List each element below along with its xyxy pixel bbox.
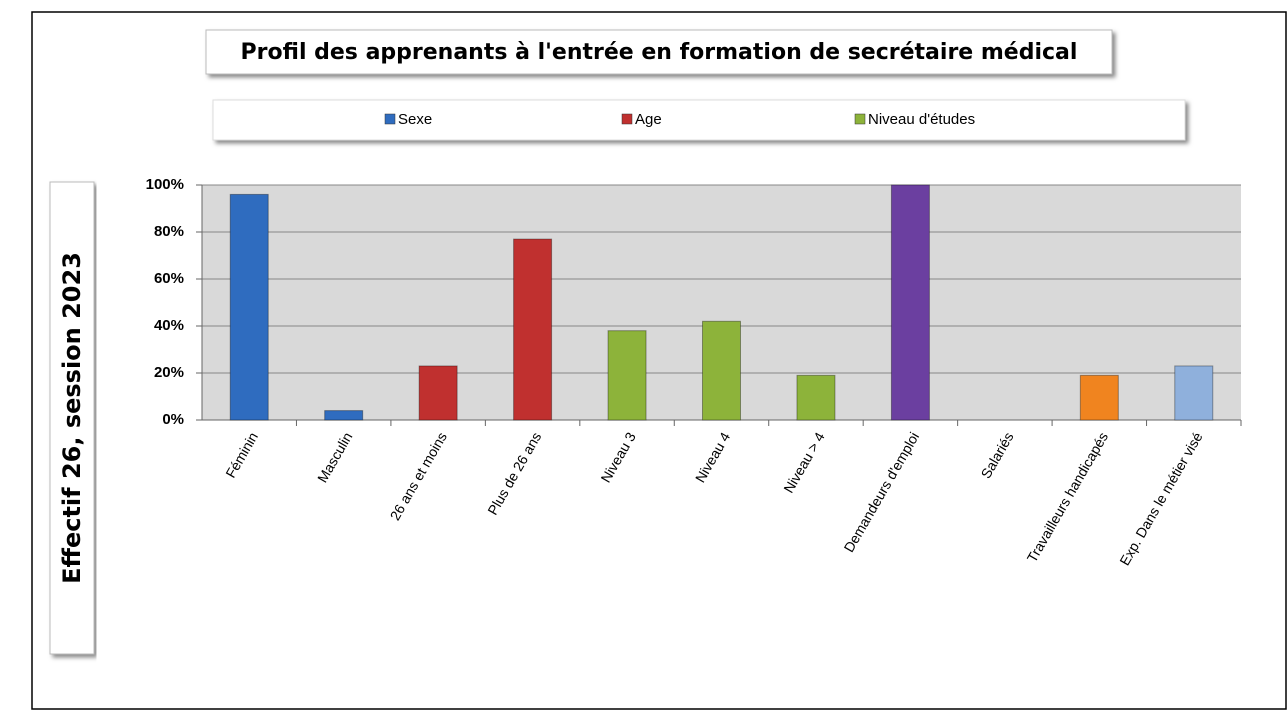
title-box (205, 29, 1113, 75)
side-label: Effectif 26, session 2023 (58, 252, 86, 584)
y-tick-label: 100% (146, 176, 184, 193)
legend-swatch (854, 113, 866, 125)
legend-label: Sexe (398, 111, 432, 128)
legend-swatch (384, 113, 396, 125)
bar (796, 374, 836, 421)
legend-box (212, 99, 1186, 141)
chart-title: Profil des apprenants à l'entrée en form… (241, 40, 1078, 65)
bar (513, 238, 553, 421)
bar (418, 365, 458, 421)
bar (1174, 365, 1214, 421)
bar (702, 320, 741, 421)
y-tick-label: 80% (154, 223, 184, 240)
y-tick-label: 20% (154, 364, 184, 381)
y-tick-label: 40% (154, 317, 184, 334)
bar (324, 410, 364, 421)
bar (607, 330, 647, 421)
bar (890, 184, 930, 421)
legend-swatch (621, 113, 633, 125)
legend-label: Niveau d'études (868, 111, 975, 128)
bar (1079, 374, 1119, 421)
side-label-box (49, 181, 95, 655)
legend-label: Age (635, 111, 662, 128)
y-tick-label: 0% (162, 411, 184, 428)
y-tick-label: 60% (154, 270, 184, 287)
bar (229, 193, 269, 421)
